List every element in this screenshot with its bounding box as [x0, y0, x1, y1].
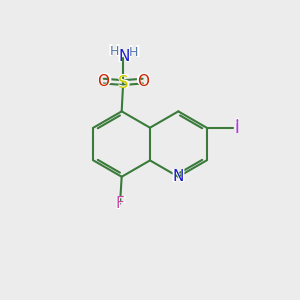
- Text: O: O: [96, 72, 111, 90]
- Text: i: i: [235, 119, 239, 137]
- Text: H: H: [108, 44, 121, 59]
- Text: i: i: [234, 118, 240, 137]
- Text: S: S: [118, 74, 128, 92]
- Text: N: N: [172, 169, 184, 184]
- Text: N: N: [171, 168, 186, 186]
- Text: O: O: [98, 74, 110, 88]
- Text: N: N: [116, 48, 131, 66]
- Text: F: F: [116, 196, 124, 211]
- Text: I: I: [235, 119, 239, 137]
- Text: H: H: [110, 45, 119, 58]
- Text: N: N: [118, 49, 130, 64]
- Text: O: O: [135, 72, 150, 90]
- Text: O: O: [137, 74, 149, 88]
- Text: F: F: [114, 195, 126, 213]
- Text: H: H: [129, 46, 138, 59]
- Text: H: H: [127, 45, 140, 60]
- Text: S: S: [116, 73, 130, 92]
